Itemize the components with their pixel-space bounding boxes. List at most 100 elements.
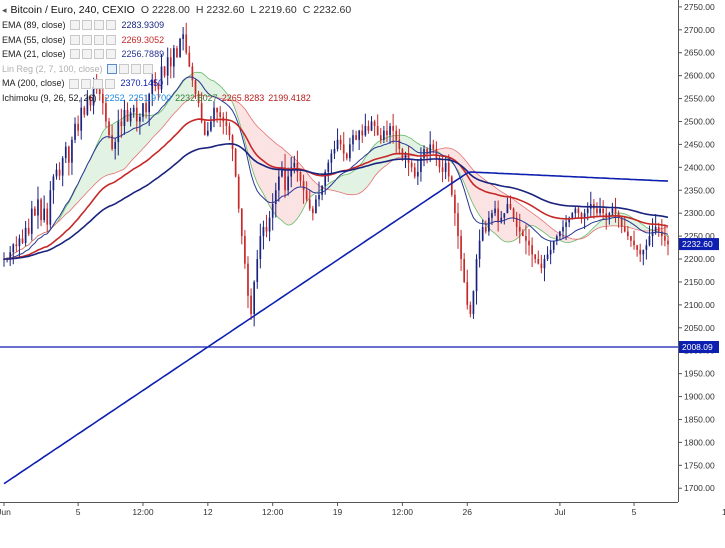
candle-body: [262, 226, 265, 237]
eye-icon[interactable]: [69, 20, 80, 31]
candle-body: [206, 130, 209, 136]
cloud-segment: [87, 158, 91, 192]
settings-icon[interactable]: [80, 78, 91, 89]
add-icon[interactable]: [130, 64, 141, 75]
x-tick-label: 26: [463, 507, 473, 517]
cloud-segment: [529, 210, 533, 226]
eye-icon[interactable]: [68, 78, 79, 89]
cloud-segment: [139, 114, 143, 152]
x-tick-label: 12:00: [262, 507, 284, 517]
candle-body: [497, 208, 499, 223]
candle-body: [664, 236, 666, 241]
candle-body: [268, 217, 271, 232]
candle-body: [420, 158, 422, 172]
cloud-segment: [207, 77, 211, 97]
eye-icon[interactable]: [69, 34, 80, 45]
candle-body: [185, 34, 188, 53]
close-icon[interactable]: [142, 64, 153, 75]
candle-body: [651, 231, 654, 237]
candle-body: [429, 144, 432, 154]
y-tick-label: 2650.00: [684, 48, 715, 58]
close-icon[interactable]: [104, 78, 115, 89]
candle-body: [98, 89, 101, 94]
candle-body: [333, 148, 336, 154]
candle-body: [179, 38, 181, 58]
indicator-value: 2370.1450: [120, 78, 164, 89]
candle-body: [64, 146, 67, 159]
add-icon[interactable]: [93, 49, 104, 60]
indicator-name: EMA (89, close): [2, 20, 66, 30]
cloud-segment: [340, 174, 344, 194]
y-tick-label: 1750.00: [684, 460, 715, 470]
candle-body: [21, 238, 24, 243]
cloud-segment: [152, 114, 156, 139]
candle-body: [404, 153, 407, 159]
candle-body: [135, 107, 138, 122]
cloud-segment: [476, 173, 480, 216]
candle-body: [441, 167, 444, 172]
candle-body: [488, 217, 490, 232]
candle-body: [259, 236, 262, 260]
settings-icon[interactable]: [81, 34, 92, 45]
cloud-segment: [96, 138, 100, 183]
current-price-tag: [679, 238, 719, 251]
eye-icon[interactable]: [106, 64, 117, 75]
legend-ema-89[interactable]: EMA (89, close) 2283.9309: [2, 18, 351, 33]
ohlc-low: L 2219.60: [250, 4, 297, 16]
candle-body: [410, 162, 413, 168]
candle-body: [271, 204, 274, 218]
candle-body: [173, 48, 175, 67]
legend-ma-200[interactable]: MA (200, close) 2370.1450: [2, 76, 351, 91]
x-tick-label: 10: [722, 507, 725, 517]
close-icon[interactable]: [105, 49, 116, 60]
candle-body: [253, 281, 256, 315]
cloud-segment: [294, 158, 298, 223]
legend-ema-55[interactable]: EMA (55, close) 2269.3052: [2, 33, 351, 48]
legend-lin-reg[interactable]: Lin Reg (2, 7, 100, close): [2, 62, 351, 77]
candle-body: [494, 208, 496, 214]
ichimoku-value-2: 2251.9700: [128, 92, 172, 103]
cloud-segment: [495, 187, 499, 237]
horizontal-line-label: 2008.09: [682, 342, 713, 352]
arrow-icon[interactable]: ◂: [2, 5, 7, 15]
eye-icon[interactable]: [69, 49, 80, 60]
candle-body: [166, 57, 169, 76]
cloud-segment: [235, 100, 239, 120]
candle-body: [392, 126, 394, 131]
indicator-name: Ichimoku (9, 26, 52, 26): [2, 92, 97, 103]
y-tick-label: 2100.00: [684, 300, 715, 310]
candle-body: [30, 208, 33, 234]
indicator-value: 2269.3052: [121, 34, 165, 45]
add-icon[interactable]: [93, 20, 104, 31]
cloud-segment: [269, 137, 273, 212]
cloud-segment: [569, 237, 573, 243]
chart-title: Bitcoin / Euro, 240, CEXIO: [10, 4, 135, 16]
candle-body: [157, 84, 160, 90]
x-tick-label: 12: [203, 507, 213, 517]
indicator-name: Lin Reg (2, 7, 100, close): [2, 63, 103, 74]
candle-body: [506, 204, 509, 214]
candle-body: [472, 291, 475, 315]
add-icon[interactable]: [92, 78, 103, 89]
candle-body: [132, 107, 135, 113]
x-tick-label: 5: [76, 507, 81, 517]
settings-icon[interactable]: [81, 49, 92, 60]
candle-body: [77, 123, 79, 131]
candle-body: [9, 252, 12, 260]
close-icon[interactable]: [105, 34, 116, 45]
y-tick-label: 2050.00: [684, 323, 715, 333]
add-icon[interactable]: [93, 34, 104, 45]
legend-ichimoku[interactable]: Ichimoku (9, 26, 52, 26) 2252 2251.9700 …: [2, 91, 351, 106]
settings-icon[interactable]: [118, 64, 129, 75]
candle-body: [148, 93, 150, 113]
cloud-segment: [68, 196, 72, 212]
indicator-name: EMA (21, close): [2, 49, 66, 60]
senkou-span-b: [4, 94, 669, 260]
legend-ema-21[interactable]: EMA (21, close) 2256.7889: [2, 47, 351, 62]
candle-body: [324, 171, 327, 186]
candle-body: [247, 263, 249, 296]
settings-icon[interactable]: [81, 20, 92, 31]
candle-body: [537, 259, 540, 264]
close-icon[interactable]: [105, 20, 116, 31]
